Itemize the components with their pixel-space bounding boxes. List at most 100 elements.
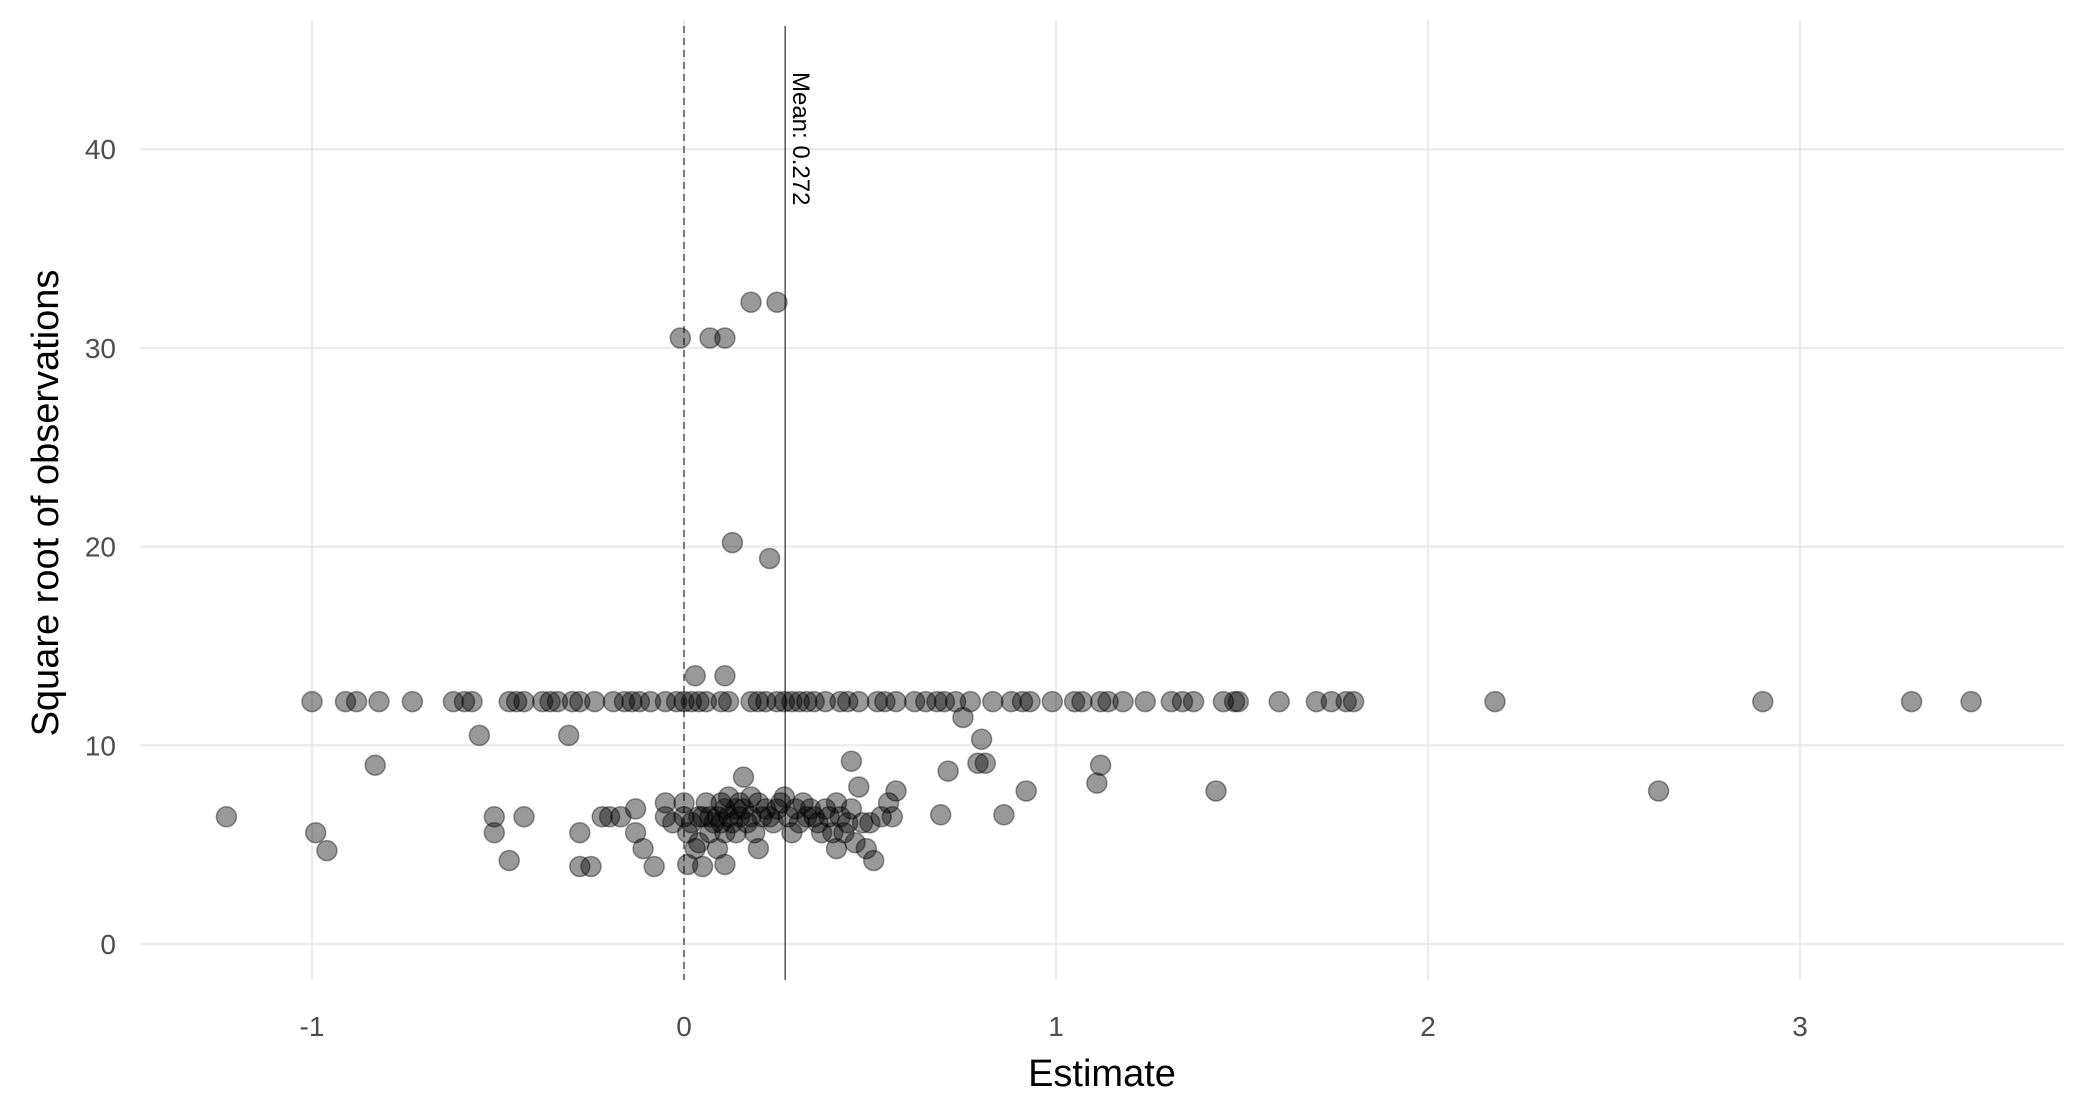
data-point [1960,690,1982,713]
data-point [710,690,732,713]
data-point [732,798,755,820]
data-point [725,798,747,820]
data-point [1097,690,1119,713]
data-point [751,806,773,828]
data-point [822,821,844,844]
data-point [1071,690,1093,713]
data-point [368,690,390,713]
data-point [729,806,751,828]
data-point [684,837,706,860]
data-point [829,806,851,828]
data-point [1227,690,1250,713]
data-point [885,780,907,802]
data-point [632,837,654,860]
data-point [825,837,848,860]
data-point [1335,690,1357,713]
data-point [781,821,803,844]
data-point [851,812,874,834]
data-point [215,806,238,828]
data-point [695,690,718,713]
data-point [1089,690,1112,713]
data-point [758,547,781,570]
data-point [1019,690,1041,713]
data-points [215,291,1982,878]
x-tick-label: -1 [300,1011,325,1042]
data-point [673,690,695,713]
data-point [743,821,766,844]
data-point [721,812,744,834]
data-point [740,786,762,808]
data-point [699,327,721,349]
data-point [762,812,785,834]
data-point [788,812,811,834]
data-point [301,690,323,713]
data-point [796,690,818,713]
data-point [874,690,896,713]
data-point [334,690,357,713]
data-point [1160,690,1183,713]
data-point [695,792,718,814]
data-point [639,690,662,713]
data-point [1063,690,1086,713]
data-point [1015,780,1037,802]
data-point [747,690,770,713]
data-point [643,855,665,878]
data-point [498,690,520,713]
data-point [513,690,535,713]
data-point [1182,690,1205,713]
data-point [316,839,338,862]
data-point [747,792,770,814]
data-point [453,690,476,713]
data-point [792,792,814,814]
data-point [825,792,848,814]
data-point [461,690,483,713]
data-point [717,806,740,828]
data-point [483,821,506,844]
data-point [561,690,584,713]
data-point [1089,754,1112,776]
data-point [829,690,851,713]
data-point [714,798,736,820]
data-point [732,766,755,788]
data-point [498,849,520,872]
y-axis-title: Square root of observations [25,270,67,737]
data-point [539,690,561,713]
data-point [814,798,837,820]
data-point [1320,690,1343,713]
data-point [665,690,688,713]
data-point [580,855,602,878]
data-point [699,821,721,844]
data-point [706,806,729,828]
data-point [1000,690,1023,713]
data-point [796,806,818,828]
data-point [583,690,606,713]
data-point [877,792,900,814]
data-point [546,690,569,713]
data-point [1041,690,1064,713]
data-point [721,531,744,554]
data-point [840,750,863,772]
data-point [662,812,684,834]
reference-lines: Mean: 0.272 [683,26,814,980]
data-point [569,690,591,713]
data-point [881,806,904,828]
data-point [740,690,762,713]
data-point [1484,690,1506,713]
data-point [844,831,866,854]
data-point [1134,690,1157,713]
data-point [714,665,736,687]
data-point [840,798,863,820]
data-point [814,690,837,713]
data-point [669,327,692,349]
data-point [717,690,740,713]
data-point [982,690,1004,713]
data-point [766,690,788,713]
data-point [799,798,822,820]
data-point [766,798,788,820]
data-point [803,806,825,828]
data-point [836,690,859,713]
data-point [833,821,855,844]
data-point [442,690,465,713]
